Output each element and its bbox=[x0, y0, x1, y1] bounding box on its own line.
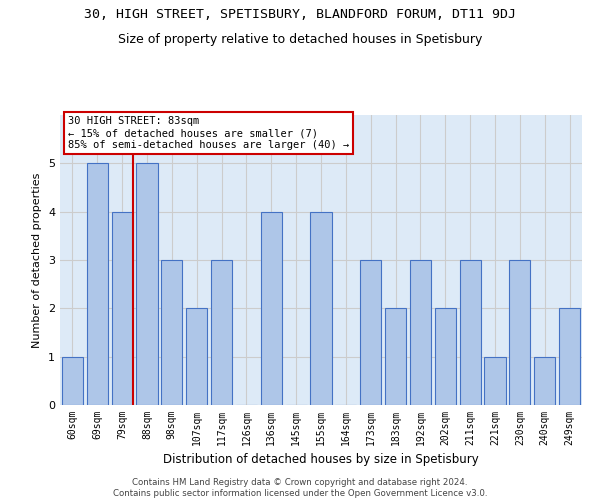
Text: Size of property relative to detached houses in Spetisbury: Size of property relative to detached ho… bbox=[118, 32, 482, 46]
Bar bbox=[410, 260, 431, 405]
Bar bbox=[310, 212, 332, 405]
Bar bbox=[559, 308, 580, 405]
Bar bbox=[211, 260, 232, 405]
Bar bbox=[460, 260, 481, 405]
Text: 30, HIGH STREET, SPETISBURY, BLANDFORD FORUM, DT11 9DJ: 30, HIGH STREET, SPETISBURY, BLANDFORD F… bbox=[84, 8, 516, 20]
Bar bbox=[534, 356, 555, 405]
Bar bbox=[435, 308, 456, 405]
Bar bbox=[360, 260, 381, 405]
Bar bbox=[112, 212, 133, 405]
Text: 30 HIGH STREET: 83sqm
← 15% of detached houses are smaller (7)
85% of semi-detac: 30 HIGH STREET: 83sqm ← 15% of detached … bbox=[68, 116, 349, 150]
Text: Contains HM Land Registry data © Crown copyright and database right 2024.
Contai: Contains HM Land Registry data © Crown c… bbox=[113, 478, 487, 498]
Bar bbox=[261, 212, 282, 405]
X-axis label: Distribution of detached houses by size in Spetisbury: Distribution of detached houses by size … bbox=[163, 454, 479, 466]
Bar bbox=[87, 164, 108, 405]
Y-axis label: Number of detached properties: Number of detached properties bbox=[32, 172, 43, 348]
Bar bbox=[62, 356, 83, 405]
Bar bbox=[161, 260, 182, 405]
Bar bbox=[136, 164, 158, 405]
Bar bbox=[509, 260, 530, 405]
Bar bbox=[385, 308, 406, 405]
Bar bbox=[186, 308, 207, 405]
Bar bbox=[484, 356, 506, 405]
